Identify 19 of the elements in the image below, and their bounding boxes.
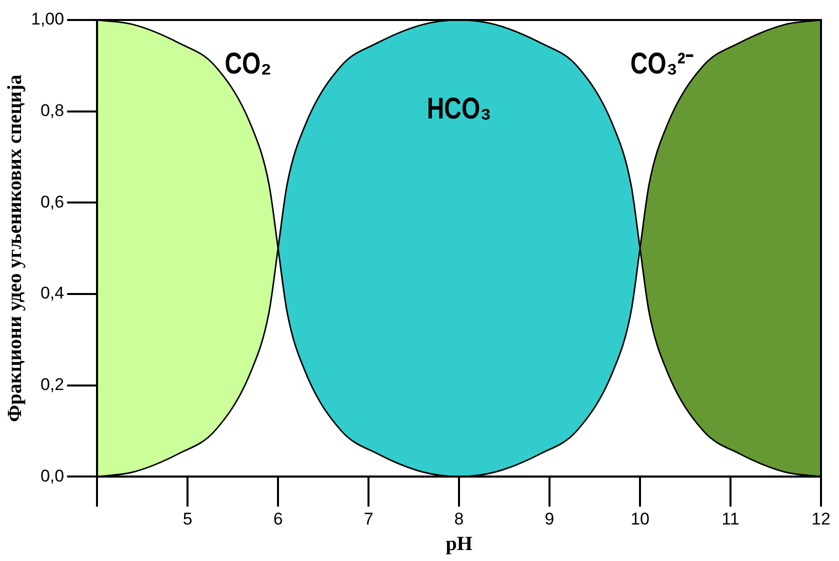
y-tick-label: 0,4 [40,284,64,303]
x-tick-label: 7 [364,509,374,528]
y-tick-label: 0,6 [40,192,64,212]
y-axis-title: Фракциони удео угљеникових специја [4,74,26,422]
x-tick-label: 6 [273,509,283,528]
x-tick-label: 8 [454,509,464,528]
x-tick-label: 5 [182,509,192,528]
y-tick-label: 0,8 [40,101,64,120]
y-tick-label: 1,00 [30,10,64,29]
x-tick-label: 11 [722,509,740,528]
series-label: CO₃²⁻ [630,46,694,80]
x-axis-title: pH [446,533,473,556]
x-tick-label: 9 [544,509,554,528]
y-tick-label: 0,0 [40,466,64,486]
y-tick-label: 0,2 [40,374,64,394]
series-label: CO₂ [224,46,272,80]
series-label: HCO₃ [426,90,492,125]
x-tick-label: 10 [630,509,650,528]
x-tick-label: 12 [812,509,830,528]
